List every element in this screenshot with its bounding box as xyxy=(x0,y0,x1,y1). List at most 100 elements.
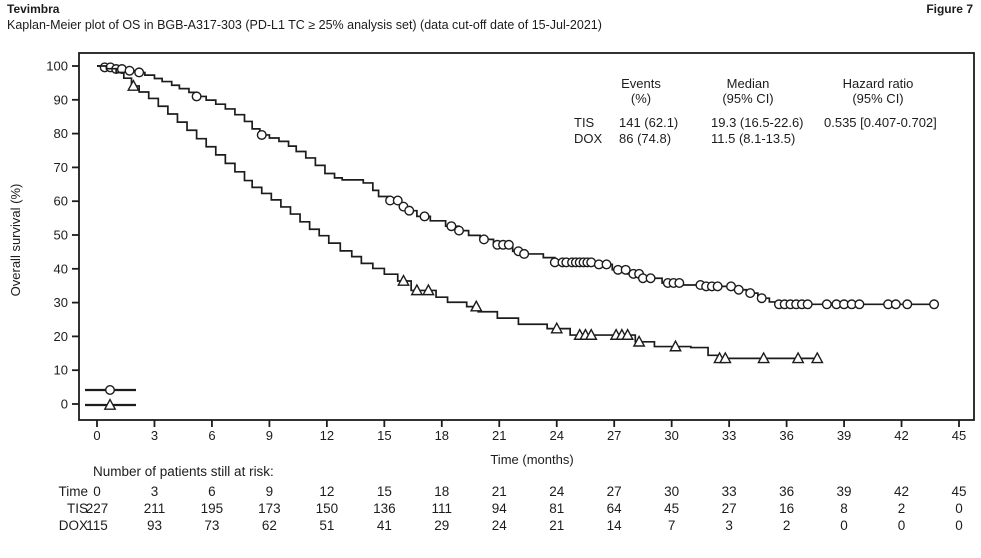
tis-censor-circle-icon xyxy=(902,299,913,310)
x-tick-label: 36 xyxy=(779,428,793,443)
risk-cell-value: 45 xyxy=(951,484,966,499)
tis-censor-circle-icon xyxy=(191,91,202,102)
risk-cell-value: 41 xyxy=(377,518,392,533)
tis-censor-circle-icon xyxy=(503,239,514,250)
stats-col-header: (%) xyxy=(631,91,651,106)
tis-censor-circle-icon xyxy=(519,248,530,259)
stats-events-value: 86 (74.8) xyxy=(619,131,671,146)
risk-cell-value: 7 xyxy=(668,518,676,533)
stats-col-header: Hazard ratio xyxy=(843,76,914,91)
x-tick-label: 24 xyxy=(549,428,563,443)
x-tick-label: 21 xyxy=(492,428,506,443)
risk-cell-value: 30 xyxy=(664,484,679,499)
dox-censor-triangle-icon xyxy=(584,328,598,340)
tis-censor-circle-icon xyxy=(124,65,135,76)
tis-censor-circle-icon xyxy=(419,211,430,222)
risk-cell-value: 24 xyxy=(549,484,565,499)
figure-subtitle: Kaplan-Meier plot of OS in BGB-A317-303 … xyxy=(7,18,602,32)
risk-cell-value: 211 xyxy=(144,501,166,516)
risk-cell-value: 195 xyxy=(201,501,224,516)
dox-censor-triangle-icon xyxy=(791,351,805,364)
dox-censor-triangle-icon xyxy=(757,351,770,364)
risk-cell-value: 227 xyxy=(86,501,109,516)
risk-cell-value: 3 xyxy=(725,518,733,533)
x-tick-label: 18 xyxy=(435,428,449,443)
risk-cell-value: 2 xyxy=(898,501,906,516)
dox-censor-triangle-icon xyxy=(550,321,564,334)
tis-censor-circle-icon xyxy=(745,288,756,299)
y-tick-label: 50 xyxy=(54,228,68,243)
page-title: Tevimbra xyxy=(7,2,60,16)
tis-censor-circle-icon xyxy=(674,277,685,288)
risk-cell-value: 6 xyxy=(208,484,216,499)
x-tick-label: 3 xyxy=(151,428,158,443)
y-tick-label: 30 xyxy=(54,295,68,310)
tis-censor-circle-icon xyxy=(756,293,767,304)
risk-cell-value: 51 xyxy=(319,518,334,533)
tis-censor-circle-icon xyxy=(890,299,901,310)
tis-censor-circle-icon xyxy=(256,129,267,140)
risk-row-label: TIS xyxy=(67,501,88,516)
y-tick-label: 90 xyxy=(54,92,68,107)
risk-cell-value: 29 xyxy=(434,518,449,533)
risk-cell-value: 36 xyxy=(779,484,794,499)
risk-cell-value: 21 xyxy=(549,518,564,533)
y-tick-label: 60 xyxy=(54,194,68,209)
y-tick-label: 70 xyxy=(54,160,68,175)
dox-censor-triangle-icon xyxy=(669,339,682,352)
tis-censor-circle-icon xyxy=(454,225,465,236)
risk-cell-value: 62 xyxy=(262,518,277,533)
risk-cell-value: 14 xyxy=(607,518,623,533)
dox-censor-triangle-icon xyxy=(127,79,140,91)
x-tick-label: 27 xyxy=(607,428,621,443)
legend-circle-icon xyxy=(104,385,115,396)
dox-censor-triangle-icon xyxy=(422,283,435,296)
risk-cell-value: 8 xyxy=(840,501,848,516)
y-axis-title: Overall survival (%) xyxy=(8,184,23,297)
risk-cell-value: 94 xyxy=(492,501,508,516)
y-tick-label: 20 xyxy=(54,329,68,344)
risk-cell-value: 33 xyxy=(722,484,737,499)
risk-cell-value: 27 xyxy=(722,501,737,516)
risk-cell-value: 0 xyxy=(840,518,848,533)
risk-cell-value: 0 xyxy=(955,518,963,533)
risk-cell-value: 2 xyxy=(783,518,791,533)
tis-censor-circle-icon xyxy=(645,273,656,284)
stats-hazard-ratio-value: 0.535 [0.407-0.702] xyxy=(824,115,937,130)
x-tick-label: 33 xyxy=(722,428,736,443)
risk-cell-value: 81 xyxy=(549,501,564,516)
x-tick-label: 0 xyxy=(93,428,100,443)
y-tick-label: 40 xyxy=(54,261,68,276)
risk-cell-value: 111 xyxy=(432,501,453,516)
risk-cell-value: 21 xyxy=(492,484,507,499)
tis-censor-circle-icon xyxy=(854,299,865,310)
stats-col-header: Events xyxy=(621,76,661,91)
x-tick-label: 15 xyxy=(377,428,391,443)
dox-censor-triangle-icon xyxy=(718,351,732,364)
x-tick-label: 9 xyxy=(266,428,273,443)
tis-survival-curve xyxy=(97,65,935,306)
risk-row-label: Time xyxy=(59,484,89,499)
tis-censor-circle-icon xyxy=(712,281,723,292)
y-tick-label: 80 xyxy=(54,126,68,141)
tis-censor-circle-icon xyxy=(478,234,489,245)
risk-cell-value: 15 xyxy=(377,484,392,499)
risk-cell-value: 0 xyxy=(93,484,101,499)
x-tick-label: 39 xyxy=(837,428,851,443)
risk-cell-value: 73 xyxy=(204,518,219,533)
risk-cell-value: 45 xyxy=(664,501,679,516)
tis-censor-circle-icon xyxy=(134,67,145,78)
stats-row-label: TIS xyxy=(574,115,595,130)
stats-median-value: 19.3 (16.5-22.6) xyxy=(711,115,804,130)
risk-cell-value: 173 xyxy=(258,501,281,516)
tis-censor-circle-icon xyxy=(929,299,940,310)
y-tick-label: 0 xyxy=(61,397,68,412)
risk-cell-value: 24 xyxy=(492,518,508,533)
dox-censor-triangle-icon xyxy=(621,328,634,340)
tis-censor-circle-icon xyxy=(620,264,631,275)
stats-events-value: 141 (62.1) xyxy=(619,115,678,130)
x-tick-label: 12 xyxy=(320,428,334,443)
risk-cell-value: 9 xyxy=(266,484,274,499)
x-tick-label: 45 xyxy=(952,428,966,443)
